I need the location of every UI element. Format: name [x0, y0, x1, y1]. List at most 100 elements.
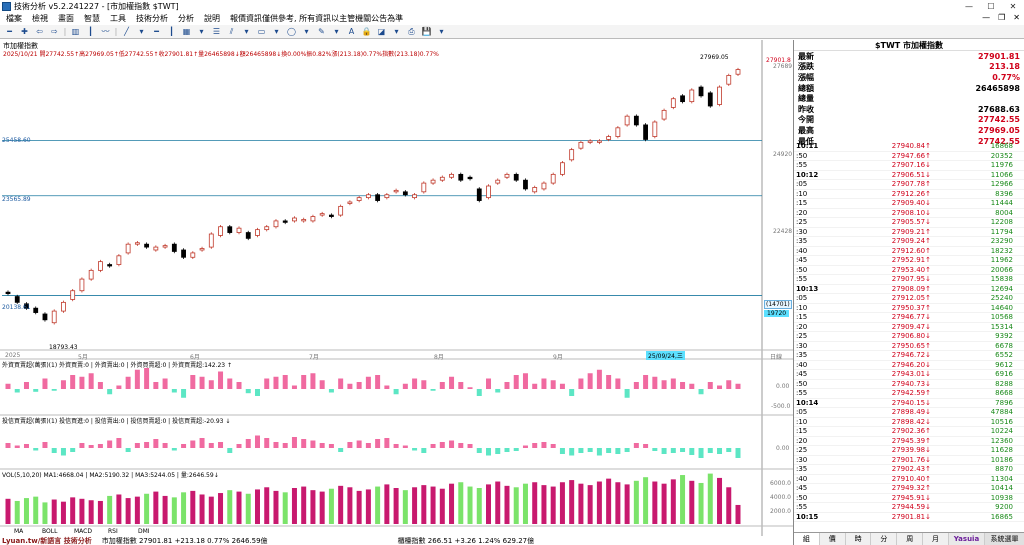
quote-tab-week[interactable]: 周 — [897, 533, 924, 545]
menu-analysis[interactable]: 分析 — [178, 14, 194, 23]
lock-icon[interactable]: 🔒 — [361, 27, 372, 36]
channel-icon[interactable]: ⫽ — [229, 26, 234, 36]
menu-view[interactable]: 檢視 — [32, 14, 48, 23]
dropdown-icon[interactable]: ▾ — [274, 27, 279, 36]
menu-smart[interactable]: 智慧 — [84, 14, 100, 23]
menu-screen[interactable]: 畫面 — [58, 14, 74, 23]
grid-lines-icon[interactable]: ▦ — [182, 27, 191, 36]
tick-row[interactable]: :05 27912.05↑ 25240 — [794, 294, 1024, 304]
menu-file[interactable]: 檔案 — [6, 14, 22, 23]
tick-row[interactable]: :55 27907.95↓ 15838 — [794, 275, 1024, 285]
quote-tab-group[interactable]: 組 — [794, 533, 820, 545]
tick-row[interactable]: :20 27909.47↓ 15314 — [794, 323, 1024, 332]
dropdown-icon[interactable]: ▾ — [304, 27, 309, 36]
indicator-tab-ma[interactable]: MA — [14, 528, 24, 535]
tick-row[interactable]: :35 27909.24↑ 23290 — [794, 237, 1024, 247]
dropdown-icon[interactable]: ▾ — [199, 27, 204, 36]
tick-row[interactable]: :50 27947.66↑ 20352 — [794, 152, 1024, 161]
mdi-minimize-icon[interactable]: — — [982, 13, 991, 22]
tick-row[interactable]: :45 27943.01↓ 6916 — [794, 370, 1024, 380]
tick-row[interactable]: :25 27906.80↓ 9392 — [794, 332, 1024, 342]
bar-chart-icon[interactable]: ▥ — [71, 27, 80, 36]
system-menu-button[interactable]: 系統選單 — [984, 533, 1024, 545]
tick-row[interactable]: :45 27949.32↑ 10414 — [794, 484, 1024, 494]
dropdown-icon[interactable]: ▾ — [394, 27, 399, 36]
tick-row[interactable]: :25 27905.57↓ 12208 — [794, 218, 1024, 228]
tick-row[interactable]: :05 27907.78↑ 12966 — [794, 180, 1024, 190]
tick-list[interactable]: 10:11 27940.84↑ 16868:50 27947.66↑ 20352:55 2… — [794, 142, 1024, 522]
tick-row[interactable]: 10:14 27940.15↓ 7896 — [794, 399, 1024, 408]
indicator-tab-dmi[interactable]: DMI — [138, 528, 150, 535]
tick-row[interactable]: :40 27912.60↑ 18232 — [794, 247, 1024, 256]
mdi-restore-icon[interactable]: ❐ — [998, 13, 1006, 22]
indicator-tab-rsi[interactable]: RSI — [108, 528, 118, 535]
menu-technical[interactable]: 技術分析 — [136, 14, 168, 23]
fib-icon[interactable]: ☰ — [212, 27, 221, 36]
tick-row[interactable]: :30 27901.76↓ 10186 — [794, 456, 1024, 465]
dropdown-icon[interactable]: ▾ — [439, 27, 444, 36]
dropdown-icon[interactable]: ▾ — [139, 27, 144, 36]
candle-body — [51, 310, 57, 324]
maximize-icon[interactable]: ☐ — [987, 1, 995, 11]
quote-tab-minute[interactable]: 分 — [871, 533, 898, 545]
tick-row[interactable]: :05 27898.49↓ 47884 — [794, 408, 1024, 418]
quote-tab-time[interactable]: 時 — [846, 533, 872, 545]
tick-row[interactable]: :45 27952.91↑ 11962 — [794, 256, 1024, 266]
tick-row[interactable]: :50 27945.91↓ 10938 — [794, 494, 1024, 503]
tick-row[interactable]: 10:13 27908.09↑ 12694 — [794, 285, 1024, 294]
tick-row[interactable]: :40 27910.40↑ 11304 — [794, 475, 1024, 484]
tick-row[interactable]: :20 27908.10↓ 8004 — [794, 209, 1024, 218]
candle-icon[interactable]: ┃ — [88, 27, 93, 36]
mdi-close-icon[interactable]: ✕ — [1013, 13, 1020, 22]
chart-canvas[interactable] — [0, 40, 793, 536]
horizontal-line-icon[interactable]: ━ — [154, 27, 159, 36]
tick-row[interactable]: :55 27942.59↑ 8668 — [794, 389, 1024, 399]
arrow-left-icon[interactable]: ⇦ — [36, 27, 43, 36]
tick-row[interactable]: :50 27953.40↑ 20066 — [794, 266, 1024, 275]
tick-row[interactable]: 10:11 27940.84↑ 16868 — [794, 142, 1024, 152]
dropdown-icon[interactable]: ▾ — [244, 27, 249, 36]
tick-row[interactable]: :10 27950.37↑ 14640 — [794, 304, 1024, 313]
tick-row[interactable]: :15 27909.40↓ 11444 — [794, 199, 1024, 209]
close-icon[interactable]: ✕ — [1009, 1, 1017, 11]
tick-row[interactable]: :20 27945.39↑ 12360 — [794, 437, 1024, 446]
circle-icon[interactable]: ◯ — [287, 27, 296, 36]
line-chart-icon[interactable]: 〰 — [101, 27, 110, 36]
marker-icon[interactable]: ✎ — [318, 27, 325, 36]
arrow-right-icon[interactable]: ⇨ — [51, 27, 58, 36]
chart-area[interactable]: 市加權指數 2025/10/21 開27742.55↑高27969.05↑低27… — [0, 40, 793, 545]
indicator-tab-macd[interactable]: MACD — [74, 528, 92, 535]
tick-row[interactable]: :10 27898.42↓ 10516 — [794, 418, 1024, 427]
tick-row[interactable]: :50 27940.73↓ 8288 — [794, 380, 1024, 389]
print-icon[interactable]: ⎙ — [408, 26, 415, 36]
tick-row[interactable]: 10:15 27901.81↓ 16865 — [794, 513, 1024, 522]
tick-row[interactable]: :30 27950.65↑ 6678 — [794, 342, 1024, 351]
tick-row[interactable]: :10 27912.26↑ 8396 — [794, 190, 1024, 199]
tick-row[interactable]: :40 27946.20↓ 9612 — [794, 361, 1024, 370]
draw-line-icon[interactable]: ╱ — [124, 27, 129, 36]
tick-row[interactable]: 10:12 27906.51↓ 11066 — [794, 171, 1024, 180]
tick-row[interactable]: :35 27902.43↑ 8870 — [794, 465, 1024, 475]
rectangle-icon[interactable]: ▭ — [257, 27, 266, 36]
menu-help[interactable]: 說明 — [204, 14, 220, 23]
text-icon[interactable]: A — [348, 27, 355, 36]
tick-row[interactable]: :55 27907.16↓ 11976 — [794, 161, 1024, 171]
tick-row[interactable]: :15 27902.36↑ 10224 — [794, 427, 1024, 437]
tick-row[interactable]: :30 27909.21↑ 11794 — [794, 228, 1024, 237]
yahoo-logo[interactable]: Yasuia — [948, 533, 985, 545]
quote-tab-price[interactable]: 價 — [820, 533, 846, 545]
tick-row[interactable]: :35 27946.72↓ 6552 — [794, 351, 1024, 361]
save-icon[interactable]: 💾 — [421, 27, 432, 36]
eraser-icon[interactable]: ◪ — [377, 27, 386, 36]
minus-icon[interactable]: ━ — [7, 27, 12, 36]
minimize-icon[interactable]: — — [965, 1, 973, 11]
tick-row[interactable]: :15 27946.77↓ 10568 — [794, 313, 1024, 323]
indicator-tab-boll[interactable]: BOLL — [42, 528, 58, 535]
dropdown-icon[interactable]: ▾ — [334, 27, 339, 36]
menu-tools[interactable]: 工具 — [110, 14, 126, 23]
quote-tab-month[interactable]: 月 — [923, 533, 949, 545]
plus-icon[interactable]: ✚ — [21, 27, 28, 36]
tick-row[interactable]: :25 27939.98↓ 11628 — [794, 446, 1024, 456]
tick-row[interactable]: :55 27944.59↓ 9200 — [794, 503, 1024, 513]
vertical-line-icon[interactable]: ┃ — [169, 27, 174, 36]
